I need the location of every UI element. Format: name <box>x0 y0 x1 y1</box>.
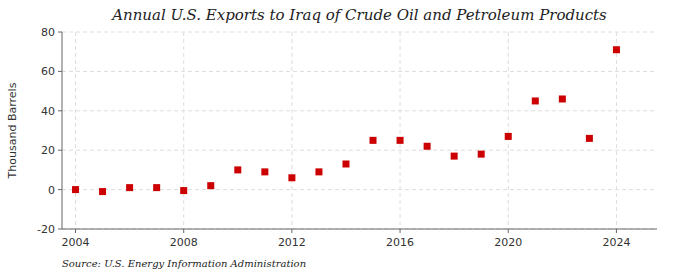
grid-line-y <box>62 229 657 230</box>
point <box>478 151 485 158</box>
point <box>505 133 512 140</box>
grid-line-y <box>62 189 657 190</box>
y-axis-line <box>62 32 63 229</box>
point <box>342 160 349 167</box>
point <box>261 168 268 175</box>
point <box>207 182 214 189</box>
x-tick <box>616 229 617 233</box>
point <box>559 95 566 102</box>
title: Annual U.S. Exports to Iraq of Crude Oil… <box>110 6 607 24</box>
grid-line-x <box>508 32 509 229</box>
point <box>370 137 377 144</box>
y-tick-label: 80 <box>41 26 55 39</box>
x-tick-label: 2024 <box>602 236 630 249</box>
point <box>72 186 79 193</box>
grid-line-x <box>400 32 401 229</box>
point <box>315 168 322 175</box>
point <box>126 184 133 191</box>
point <box>613 46 620 53</box>
x-tick <box>183 229 184 233</box>
x-tick <box>400 229 401 233</box>
y-tick-label: 20 <box>41 144 55 157</box>
point <box>234 166 241 173</box>
y-tick-label: 60 <box>41 65 55 78</box>
x-axis-line <box>62 229 657 230</box>
grid-line-y <box>62 32 657 33</box>
y-tick <box>58 189 62 190</box>
points <box>72 46 620 195</box>
x-tick <box>75 229 76 233</box>
point <box>397 137 404 144</box>
x-tick <box>291 229 292 233</box>
grid-line-x <box>616 32 617 229</box>
y-tick <box>58 229 62 230</box>
point <box>532 97 539 104</box>
grid <box>62 32 657 229</box>
grid-line-x <box>291 32 292 229</box>
x-tick-label: 2004 <box>62 236 90 249</box>
y-tick-label: 40 <box>41 105 55 118</box>
point <box>153 184 160 191</box>
source: Source: U.S. Energy Information Administ… <box>62 258 306 269</box>
chart: -20 0 20 40 60 80 2004 2008 2012 2016 2020 2024 Annu… <box>0 0 675 275</box>
x-tick-label: 2008 <box>170 236 198 249</box>
x-tick-label: 2016 <box>386 236 414 249</box>
y-tick <box>58 32 62 33</box>
point <box>180 187 187 194</box>
point <box>99 188 106 195</box>
grid-line-y <box>62 110 657 111</box>
y-tick <box>58 110 62 111</box>
y-tick <box>58 71 62 72</box>
point <box>451 153 458 160</box>
x-tick <box>508 229 509 233</box>
grid-line-y <box>62 71 657 72</box>
y-tick-label: -20 <box>37 223 55 236</box>
grid-line-x <box>183 32 184 229</box>
point <box>424 143 431 150</box>
point <box>288 174 295 181</box>
x-tick-label: 2012 <box>278 236 306 249</box>
y-axis-label: Thousand Barrels <box>6 82 19 179</box>
grid-line-x <box>75 32 76 229</box>
grid-line-y <box>62 150 657 151</box>
y-tick <box>58 150 62 151</box>
x-tick-label: 2020 <box>494 236 522 249</box>
y-tick-label: 0 <box>48 184 55 197</box>
point <box>586 135 593 142</box>
